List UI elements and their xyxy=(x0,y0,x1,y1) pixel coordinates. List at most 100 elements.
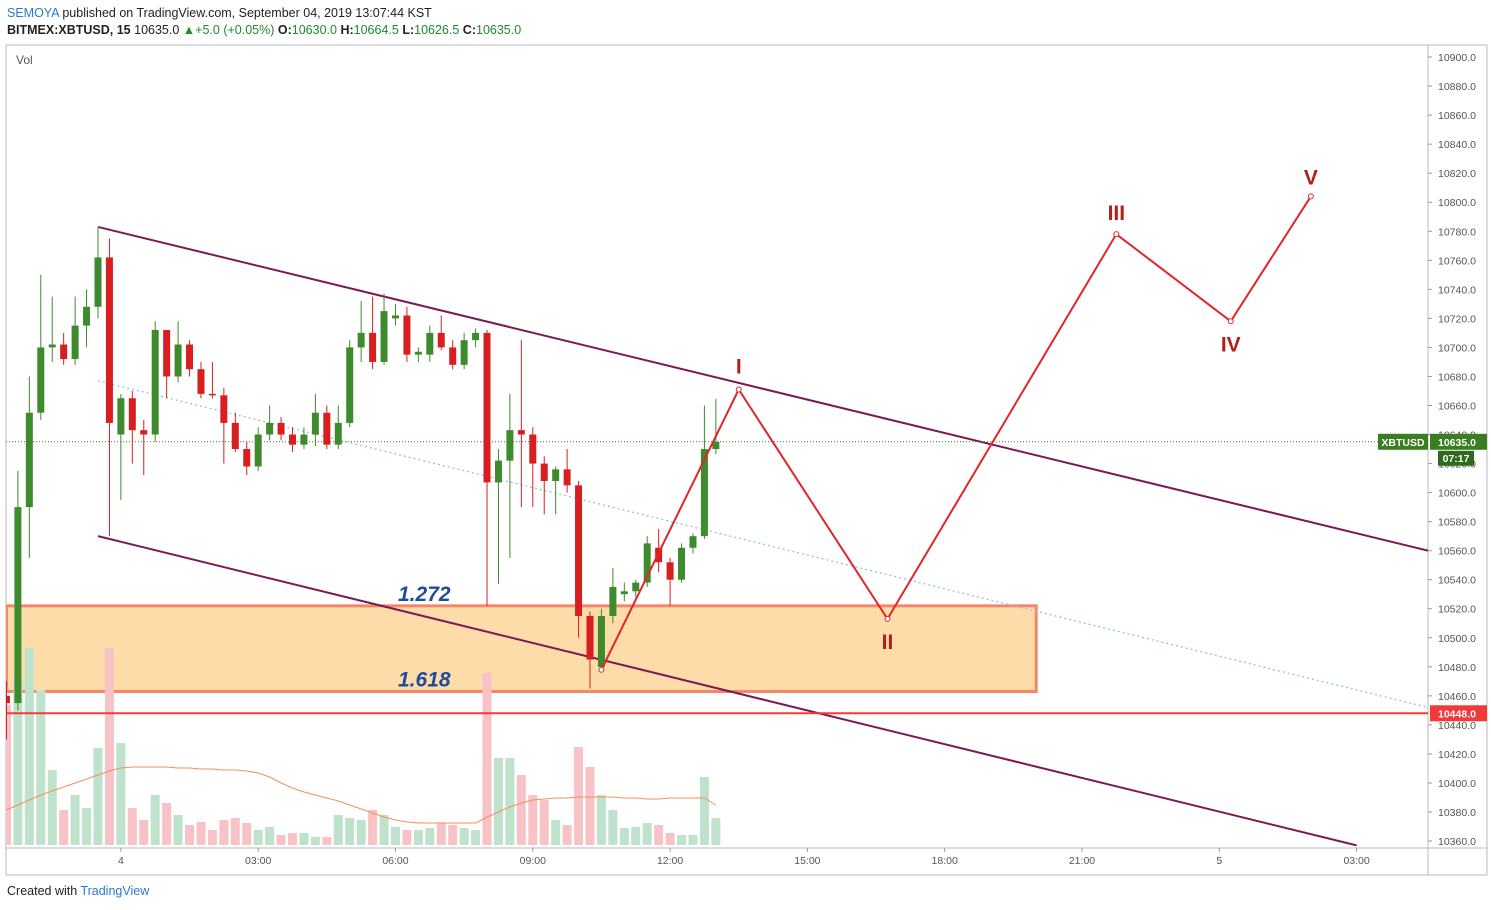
volume-bar xyxy=(482,673,492,845)
last-price-label: 10635.0 xyxy=(1438,437,1476,449)
header: SEMOYA published on TradingView.com, Sep… xyxy=(7,5,521,39)
wave-point xyxy=(735,386,742,393)
candle-body xyxy=(369,332,377,362)
candle-body xyxy=(300,434,308,445)
y-tick-label: 10760.0 xyxy=(1438,255,1476,267)
candle-body xyxy=(700,449,708,537)
x-tick-label: 5 xyxy=(1216,855,1222,867)
volume-bar xyxy=(93,748,103,845)
candle-body xyxy=(597,615,605,667)
candle-body xyxy=(391,315,399,319)
volume-bar xyxy=(322,837,332,845)
volume-bar xyxy=(585,767,595,845)
y-tick-label: 10740.0 xyxy=(1438,284,1476,296)
candle-body xyxy=(472,332,480,341)
change: ▲+5.0 (+0.05%) xyxy=(182,23,275,37)
wave-label: I xyxy=(736,356,742,379)
candle-body xyxy=(83,306,91,326)
candle-body xyxy=(254,434,262,467)
volume-bar xyxy=(173,815,183,845)
volume-bar xyxy=(47,770,57,845)
volume-bar xyxy=(36,690,46,845)
candle-body xyxy=(105,257,113,423)
y-tick-label: 10660.0 xyxy=(1438,400,1476,412)
volume-bar xyxy=(288,833,298,845)
volume-bar xyxy=(265,827,275,845)
candle-body xyxy=(483,332,491,483)
y-tick-label: 10680.0 xyxy=(1438,371,1476,383)
candle-body xyxy=(94,257,102,307)
candle-body xyxy=(575,485,583,616)
candle-body xyxy=(186,344,194,370)
candle-body xyxy=(151,329,159,435)
candle-body xyxy=(529,434,537,464)
vol-label: Vol xyxy=(16,53,33,67)
volume-bar xyxy=(219,820,229,845)
candle-body xyxy=(37,347,45,413)
candle-body xyxy=(25,412,33,508)
y-tick-label: 10540.0 xyxy=(1438,575,1476,587)
volume-bar xyxy=(688,835,698,845)
candle-body xyxy=(449,347,457,365)
candle-body xyxy=(460,340,468,365)
x-tick-label: 03:00 xyxy=(1343,855,1369,867)
x-tick-label: 03:00 xyxy=(245,855,271,867)
wave-point xyxy=(1113,231,1120,238)
c: 10635.0 xyxy=(476,23,522,37)
y-tick-label: 10840.0 xyxy=(1438,139,1476,151)
published: published on TradingView.com, September … xyxy=(62,6,432,20)
candle-body xyxy=(643,543,651,583)
y-tick-label: 10460.0 xyxy=(1438,691,1476,703)
volume-bar xyxy=(345,818,355,845)
volume-bar xyxy=(116,743,126,845)
volume-bar xyxy=(493,758,503,845)
y-tick-label: 10780.0 xyxy=(1438,226,1476,238)
candle-body xyxy=(174,344,182,377)
y-tick-label: 10860.0 xyxy=(1438,110,1476,122)
last: 10635.0 xyxy=(134,23,180,37)
y-tick-label: 10380.0 xyxy=(1438,807,1476,819)
candle-body xyxy=(380,311,388,362)
volume-bar xyxy=(139,820,149,845)
candle-body xyxy=(163,329,171,377)
y-tick-label: 10880.0 xyxy=(1438,81,1476,93)
y-tick-label: 10420.0 xyxy=(1438,749,1476,761)
volume-bar xyxy=(596,795,606,845)
axes: 10360.0 10380.0 10400.0 10420.0 10440.0 10460… xyxy=(118,52,1487,867)
candle-body xyxy=(620,591,628,595)
candle-body xyxy=(323,412,331,445)
candle-body xyxy=(220,395,228,423)
candle-body xyxy=(666,562,674,580)
candle-body xyxy=(403,315,411,355)
wave-point xyxy=(1307,193,1314,200)
x-tick-label: 12:00 xyxy=(657,855,683,867)
volume-bar xyxy=(356,820,366,845)
volume-bar xyxy=(436,823,446,845)
y-tick-label: 10500.0 xyxy=(1438,633,1476,645)
fib-label: 1.618 xyxy=(398,668,451,691)
author[interactable]: SEMOYA xyxy=(7,6,59,20)
x-tick-label: 21:00 xyxy=(1069,855,1095,867)
volume-bar xyxy=(631,827,641,845)
volume-bar xyxy=(333,815,343,845)
volume-bar xyxy=(619,828,629,845)
o: 10630.0 xyxy=(291,23,337,37)
wave-point xyxy=(598,666,605,673)
footer-text: Created with xyxy=(7,884,78,898)
volume-bar xyxy=(413,830,423,845)
y-tick-label: 10400.0 xyxy=(1438,778,1476,790)
candle-body xyxy=(517,430,525,435)
candle-body xyxy=(311,412,319,435)
candle-body xyxy=(231,422,239,450)
symbol: BITMEX:XBTUSD, 15 xyxy=(7,23,131,37)
candle-body xyxy=(60,344,68,360)
l: 10626.5 xyxy=(414,23,460,37)
volume-bar xyxy=(574,747,584,845)
brand[interactable]: TradingView xyxy=(80,884,150,898)
y-tick-label: 10900.0 xyxy=(1438,52,1476,64)
volume-bar xyxy=(6,705,11,845)
y-tick-label: 10520.0 xyxy=(1438,604,1476,616)
candle-body xyxy=(289,434,297,445)
candle-body xyxy=(346,347,354,423)
candle-body xyxy=(632,582,640,592)
